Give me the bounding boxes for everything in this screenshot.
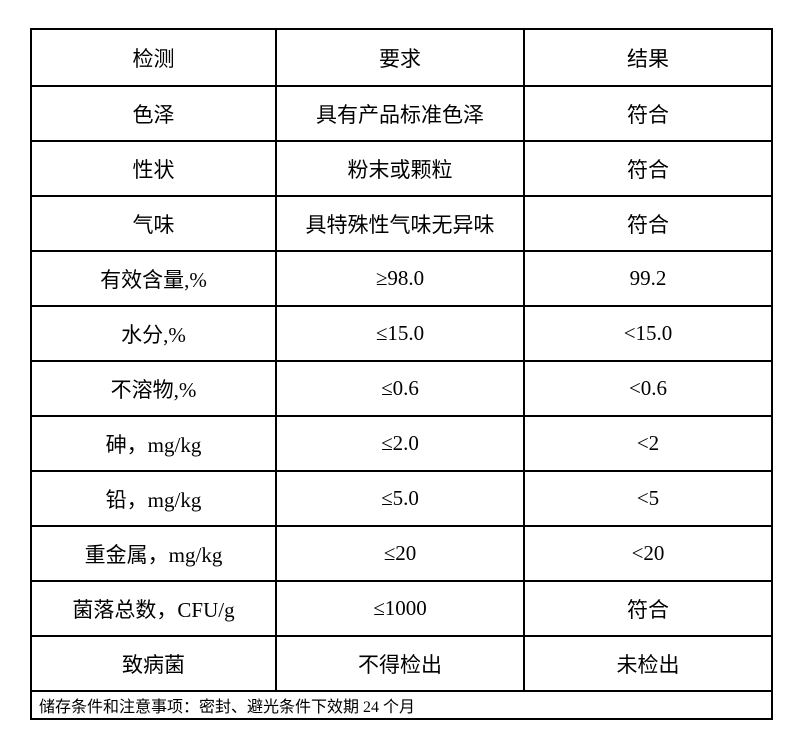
- table-footer-row: 储存条件和注意事项：密封、避光条件下效期 24 个月: [30, 690, 773, 720]
- table-row: 砷，mg/kg ≤2.0 <2: [30, 415, 773, 472]
- requirement-cell: 具有产品标准色泽: [275, 85, 525, 142]
- requirement-cell: 具特殊性气味无异味: [275, 195, 525, 252]
- result-cell: <5: [523, 470, 773, 527]
- test-name-cell: 致病菌: [30, 635, 277, 692]
- table-row: 水分,% ≤15.0 <15.0: [30, 305, 773, 362]
- requirement-cell: 不得检出: [275, 635, 525, 692]
- requirement-cell: 粉末或颗粒: [275, 140, 525, 197]
- requirement-cell: ≤15.0: [275, 305, 525, 362]
- requirement-cell: ≤2.0: [275, 415, 525, 472]
- requirement-cell: ≥98.0: [275, 250, 525, 307]
- table-row: 不溶物,% ≤0.6 <0.6: [30, 360, 773, 417]
- result-cell: 99.2: [523, 250, 773, 307]
- test-name-cell: 铅，mg/kg: [30, 470, 277, 527]
- test-name-cell: 菌落总数，CFU/g: [30, 580, 277, 637]
- table-row: 色泽 具有产品标准色泽 符合: [30, 85, 773, 142]
- result-cell: 符合: [523, 580, 773, 637]
- requirement-cell: ≤5.0: [275, 470, 525, 527]
- result-cell: 符合: [523, 195, 773, 252]
- table-row: 重金属，mg/kg ≤20 <20: [30, 525, 773, 582]
- column-header-test: 检测: [30, 28, 277, 87]
- inspection-table: 检测 要求 结果 色泽 具有产品标准色泽 符合 性状 粉末或颗粒 符合 气味 具…: [30, 28, 773, 720]
- test-name-cell: 砷，mg/kg: [30, 415, 277, 472]
- requirement-cell: ≤20: [275, 525, 525, 582]
- table-row: 性状 粉末或颗粒 符合: [30, 140, 773, 197]
- test-name-cell: 性状: [30, 140, 277, 197]
- result-cell: <2: [523, 415, 773, 472]
- test-name-cell: 水分,%: [30, 305, 277, 362]
- result-cell: 未检出: [523, 635, 773, 692]
- test-name-cell: 重金属，mg/kg: [30, 525, 277, 582]
- table-row: 有效含量,% ≥98.0 99.2: [30, 250, 773, 307]
- table-row: 致病菌 不得检出 未检出: [30, 635, 773, 692]
- result-cell: 符合: [523, 85, 773, 142]
- requirement-cell: ≤1000: [275, 580, 525, 637]
- result-cell: <0.6: [523, 360, 773, 417]
- test-name-cell: 不溶物,%: [30, 360, 277, 417]
- table-row: 气味 具特殊性气味无异味 符合: [30, 195, 773, 252]
- result-cell: <15.0: [523, 305, 773, 362]
- table-header-row: 检测 要求 结果: [30, 28, 773, 87]
- table-row: 铅，mg/kg ≤5.0 <5: [30, 470, 773, 527]
- column-header-result: 结果: [523, 28, 773, 87]
- storage-note: 储存条件和注意事项：密封、避光条件下效期 24 个月: [30, 690, 773, 720]
- requirement-cell: ≤0.6: [275, 360, 525, 417]
- result-cell: <20: [523, 525, 773, 582]
- table-row: 菌落总数，CFU/g ≤1000 符合: [30, 580, 773, 637]
- column-header-requirement: 要求: [275, 28, 525, 87]
- result-cell: 符合: [523, 140, 773, 197]
- test-name-cell: 气味: [30, 195, 277, 252]
- test-name-cell: 有效含量,%: [30, 250, 277, 307]
- test-name-cell: 色泽: [30, 85, 277, 142]
